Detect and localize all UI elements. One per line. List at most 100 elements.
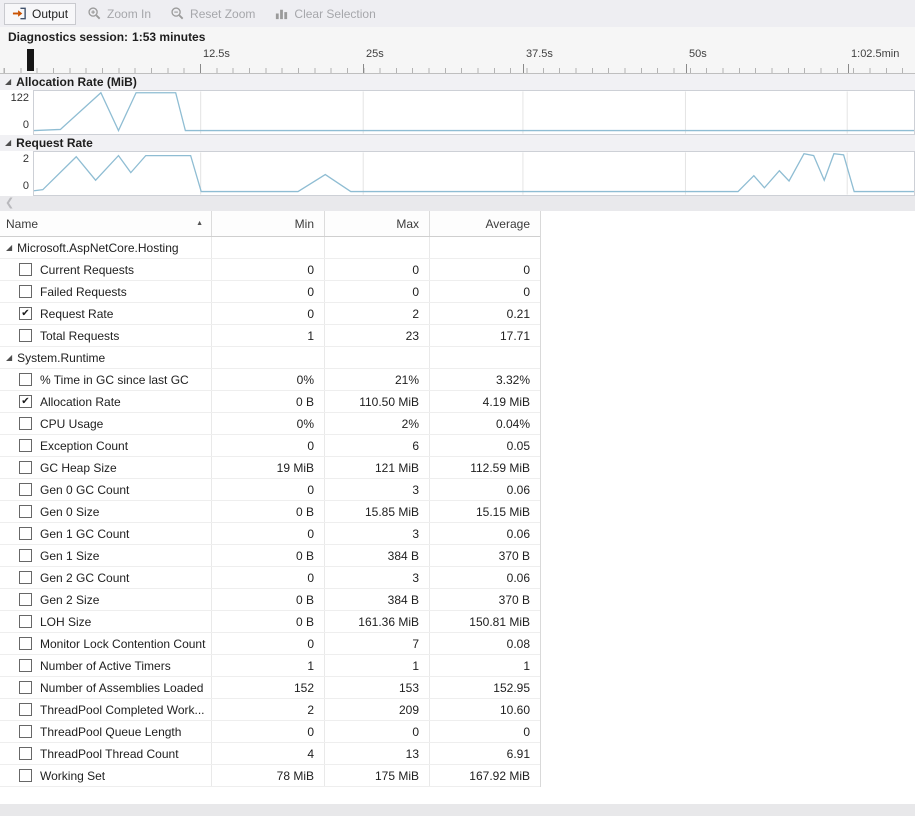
bottom-scrollbar[interactable] (0, 804, 915, 816)
counter-average: 112.59 MiB (470, 460, 530, 475)
counter-row[interactable]: Number of Active Timers 1 1 1 (0, 655, 540, 677)
allocation-rate-section-header[interactable]: ◢ Allocation Rate (MiB) (0, 74, 915, 90)
counter-min: 0 (212, 479, 325, 500)
allocation-rate-plot[interactable] (33, 90, 915, 135)
counter-row[interactable]: ThreadPool Completed Work... 2 209 10.60 (0, 699, 540, 721)
counter-name: Monitor Lock Contention Count (40, 636, 206, 651)
counter-row[interactable]: ✔ Request Rate 0 2 0.21 (0, 303, 540, 325)
counter-average: 0.21 (506, 306, 530, 321)
row-checkbox[interactable] (19, 681, 32, 694)
counter-name: % Time in GC since last GC (40, 372, 189, 387)
counter-average: 0 (523, 724, 530, 739)
counter-max: 21% (325, 369, 430, 390)
counter-row[interactable]: % Time in GC since last GC 0% 21% 3.32% (0, 369, 540, 391)
counter-row[interactable]: ThreadPool Thread Count 4 13 6.91 (0, 743, 540, 765)
reset-zoom-button[interactable]: Reset Zoom (162, 3, 263, 25)
counter-row[interactable]: GC Heap Size 19 MiB 121 MiB 112.59 MiB (0, 457, 540, 479)
row-checkbox[interactable] (19, 505, 32, 518)
expander-icon[interactable]: ◢ (5, 77, 12, 86)
expander-icon[interactable]: ◢ (5, 138, 12, 147)
column-header-average[interactable]: Average (430, 211, 540, 236)
group-name: System.Runtime (17, 350, 106, 365)
counter-max: 13 (325, 743, 430, 764)
expander-icon[interactable]: ◢ (6, 352, 13, 362)
counter-name: ThreadPool Thread Count (40, 746, 179, 761)
counter-max: 6 (325, 435, 430, 456)
row-checkbox[interactable]: ✔ (19, 307, 32, 320)
column-header-min[interactable]: Min (212, 211, 325, 236)
counter-row[interactable]: ✔ Allocation Rate 0 B 110.50 MiB 4.19 MiB (0, 391, 540, 413)
counter-min: 0 B (212, 501, 325, 522)
counter-row[interactable]: Monitor Lock Contention Count 0 7 0.08 (0, 633, 540, 655)
counter-row[interactable]: ThreadPool Queue Length 0 0 0 (0, 721, 540, 743)
row-checkbox[interactable] (19, 263, 32, 276)
row-checkbox[interactable] (19, 747, 32, 760)
counter-row[interactable]: Failed Requests 0 0 0 (0, 281, 540, 303)
row-checkbox[interactable] (19, 285, 32, 298)
output-button[interactable]: Output (4, 2, 77, 25)
y-min-label: 0 (22, 180, 29, 192)
row-checkbox[interactable]: ✔ (19, 395, 32, 408)
row-checkbox[interactable] (19, 659, 32, 672)
counter-name: ThreadPool Completed Work... (40, 702, 205, 717)
counter-row[interactable]: Gen 0 GC Count 0 3 0.06 (0, 479, 540, 501)
request-rate-section-header[interactable]: ◢ Request Rate (0, 135, 915, 151)
row-checkbox[interactable] (19, 439, 32, 452)
row-checkbox[interactable] (19, 769, 32, 782)
row-checkbox[interactable] (19, 329, 32, 342)
timeline-ruler[interactable]: 12.5s 25s 37.5s 50s 1:02.5min (0, 46, 915, 74)
row-checkbox[interactable] (19, 549, 32, 562)
scroll-left-icon[interactable]: ❮ (5, 197, 15, 209)
column-header-name[interactable]: Name ▲ (0, 211, 212, 236)
counter-row[interactable]: Gen 1 Size 0 B 384 B 370 B (0, 545, 540, 567)
counter-min: 0% (212, 369, 325, 390)
counter-row[interactable]: Gen 0 Size 0 B 15.85 MiB 15.15 MiB (0, 501, 540, 523)
row-checkbox[interactable] (19, 571, 32, 584)
table-body: ◢ Microsoft.AspNetCore.Hosting Current Req… (0, 237, 540, 787)
clear-selection-label: Clear Selection (294, 6, 376, 21)
row-checkbox[interactable] (19, 373, 32, 386)
counter-row[interactable]: Total Requests 1 23 17.71 (0, 325, 540, 347)
row-checkbox[interactable] (19, 725, 32, 738)
expander-icon[interactable]: ◢ (6, 242, 13, 252)
allocation-rate-y-axis: 122 0 (0, 90, 33, 135)
row-checkbox[interactable] (19, 593, 32, 606)
session-duration: 1:53 minutes (132, 29, 206, 44)
zoom-in-button[interactable]: Zoom In (79, 3, 159, 25)
counter-row[interactable]: CPU Usage 0% 2% 0.04% (0, 413, 540, 435)
counter-average: 1 (523, 658, 530, 673)
timeline-major-tick (848, 64, 850, 73)
counter-min: 0 (212, 523, 325, 544)
row-checkbox[interactable] (19, 461, 32, 474)
toolbar: Output Zoom In Reset Zoom (0, 0, 915, 27)
counter-row[interactable]: Current Requests 0 0 0 (0, 259, 540, 281)
row-checkbox[interactable] (19, 615, 32, 628)
row-checkbox[interactable] (19, 527, 32, 540)
row-checkbox[interactable] (19, 637, 32, 650)
group-row[interactable]: ◢ System.Runtime (0, 347, 540, 369)
counters-table: Name ▲ Min Max Average ◢ Microsoft.AspNet… (0, 211, 541, 787)
counter-max: 3 (325, 479, 430, 500)
counter-row[interactable]: Gen 1 GC Count 0 3 0.06 (0, 523, 540, 545)
counter-row[interactable]: LOH Size 0 B 161.36 MiB 150.81 MiB (0, 611, 540, 633)
column-header-max[interactable]: Max (325, 211, 430, 236)
counter-row[interactable]: Gen 2 Size 0 B 384 B 370 B (0, 589, 540, 611)
counter-row[interactable]: Number of Assemblies Loaded 152 153 152.95 (0, 677, 540, 699)
counter-row[interactable]: Working Set 78 MiB 175 MiB 167.92 MiB (0, 765, 540, 787)
timeline-scrubber[interactable] (27, 49, 34, 71)
session-bar: Diagnostics session: 1:53 minutes (0, 27, 915, 46)
timeline-tick-label: 25s (365, 48, 384, 60)
group-row[interactable]: ◢ Microsoft.AspNetCore.Hosting (0, 237, 540, 259)
row-checkbox[interactable] (19, 417, 32, 430)
row-checkbox[interactable] (19, 703, 32, 716)
request-rate-chart[interactable]: 2 0 (0, 151, 915, 196)
row-checkbox[interactable] (19, 483, 32, 496)
counter-row[interactable]: Gen 2 GC Count 0 3 0.06 (0, 567, 540, 589)
allocation-rate-chart[interactable]: 122 0 (0, 90, 915, 135)
counter-average: 0.04% (495, 416, 530, 431)
session-label: Diagnostics session: (8, 29, 129, 44)
clear-selection-button[interactable]: Clear Selection (266, 3, 383, 25)
counter-row[interactable]: Exception Count 0 6 0.05 (0, 435, 540, 457)
request-rate-plot[interactable] (33, 151, 915, 196)
